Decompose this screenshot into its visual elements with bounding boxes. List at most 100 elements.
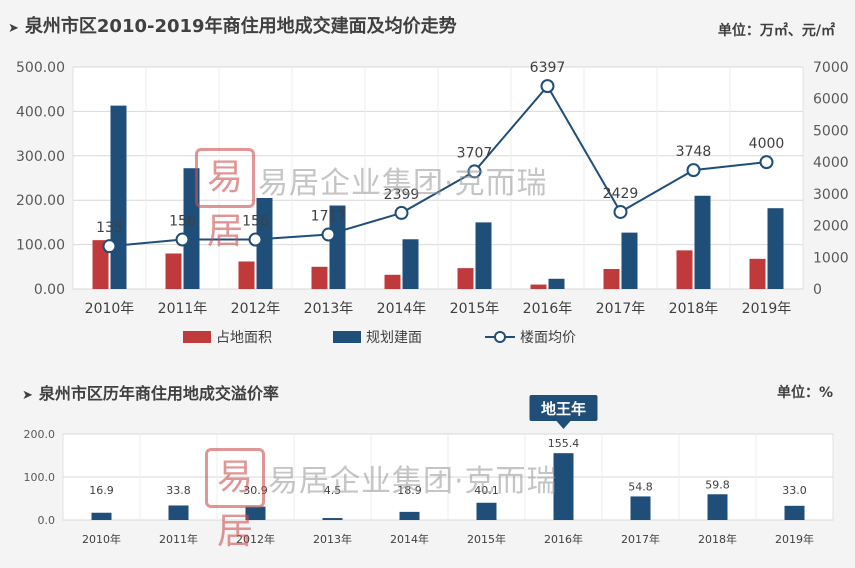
y-right-tick-label: 1000 — [813, 250, 849, 266]
callout-label: 地王年 — [541, 400, 586, 418]
bar-land-area — [238, 261, 255, 289]
callout-pointer — [556, 421, 571, 429]
legend-label-price: 楼面均价 — [520, 330, 576, 346]
x-tick-label: 2012年 — [231, 301, 281, 317]
x-tick-label: 2010年 — [85, 301, 135, 317]
y-left-tick-label: 500.00 — [16, 60, 65, 76]
bar-planned-floor-area — [694, 195, 711, 289]
price-point — [394, 205, 409, 220]
y-right-tick-label: 7000 — [813, 60, 849, 76]
price-data-label: 135 — [96, 220, 123, 236]
watermark-seal-2: 易居 — [205, 448, 265, 552]
x-tick-label-2: 2017年 — [621, 532, 660, 546]
bar-premium-rate — [553, 453, 574, 520]
y-tick-label-2: 100.0 — [24, 471, 56, 484]
watermark-seal: 易居 — [195, 148, 255, 252]
y-right-tick-label: 5000 — [813, 123, 849, 139]
x-tick-label: 2013年 — [304, 301, 354, 317]
bar-premium-rate — [784, 505, 805, 520]
watermark-text: 易居企业集团·克而瑞 — [258, 166, 548, 201]
x-tick-label-2: 2014年 — [390, 532, 429, 546]
legend-label-floor: 规划建面 — [366, 330, 422, 346]
y-tick-label-2: 0.0 — [38, 514, 56, 527]
bar-land-area — [311, 266, 328, 289]
bar-land-area — [676, 250, 693, 289]
premium-data-label: 54.8 — [628, 480, 653, 493]
x-tick-label-2: 2016年 — [544, 532, 583, 546]
bar-land-area — [530, 284, 547, 289]
bar-planned-floor-area — [402, 239, 419, 289]
premium-data-label: 59.8 — [705, 478, 730, 491]
premium-data-label: 155.4 — [548, 437, 580, 450]
chart2-unit: 单位：% — [776, 385, 833, 401]
y-left-tick-label: 0.00 — [34, 282, 65, 298]
x-tick-label: 2019年 — [742, 301, 792, 317]
price-point — [686, 163, 701, 178]
legend-swatch-floor — [333, 331, 361, 343]
price-data-label: 4000 — [749, 136, 785, 152]
bar-premium-rate — [322, 518, 343, 520]
y-right-tick-label: 4000 — [813, 155, 849, 171]
bar-premium-rate — [399, 511, 420, 520]
premium-data-label: 33.0 — [782, 484, 807, 497]
price-point — [175, 232, 190, 247]
x-tick-label-2: 2011年 — [159, 532, 198, 546]
price-data-label: 1717 — [311, 209, 347, 225]
y-right-tick-label: 3000 — [813, 187, 849, 203]
price-line — [109, 84, 767, 248]
legend-swatch-land — [183, 331, 211, 343]
bar-land-area — [603, 269, 620, 289]
bar-planned-floor-area — [548, 278, 565, 289]
x-tick-label: 2018年 — [669, 301, 719, 317]
arrow-icon: ➤ — [22, 388, 33, 403]
price-data-label: 156 — [169, 214, 196, 230]
y-tick-label-2: 200.0 — [24, 428, 56, 441]
y-left-tick-label: 300.00 — [16, 149, 65, 165]
y-left-tick-label: 100.00 — [16, 238, 65, 254]
price-data-label: 6397 — [530, 60, 566, 76]
y-right-tick-label: 0 — [813, 282, 822, 298]
premium-data-label: 40.1 — [474, 484, 499, 497]
x-tick-label: 2016年 — [523, 301, 573, 317]
bar-land-area — [749, 258, 766, 289]
bar-land-area — [165, 253, 182, 289]
y-right-tick-label: 6000 — [813, 92, 849, 108]
bar-planned-floor-area — [621, 232, 638, 289]
x-tick-label: 2017年 — [596, 301, 646, 317]
bar-land-area — [92, 240, 109, 289]
price-data-label: 3707 — [457, 145, 493, 161]
bar-planned-floor-area — [475, 222, 492, 289]
premium-data-label: 4.5 — [324, 484, 342, 497]
chart1-title-text: 泉州市区2010-2019年商住用地成交建面及均价走势 — [24, 16, 457, 37]
legend-label-land: 占地面积 — [216, 330, 272, 346]
x-tick-label-2: 2012年 — [236, 532, 275, 546]
x-tick-label-2: 2010年 — [82, 532, 121, 546]
bar-premium-rate — [245, 506, 266, 520]
chart1-unit: 单位：万㎡、元/㎡ — [717, 23, 835, 39]
bar-land-area — [457, 268, 474, 289]
bar-premium-rate — [707, 494, 728, 520]
price-data-label: 2429 — [603, 186, 639, 202]
bar-planned-floor-area — [329, 205, 346, 289]
price-point — [613, 204, 628, 219]
bar-premium-rate — [476, 502, 497, 520]
price-point — [467, 164, 482, 179]
price-point — [759, 155, 774, 170]
y-left-tick-label: 200.00 — [16, 193, 65, 209]
callout-box — [529, 395, 598, 421]
bar-premium-rate — [91, 512, 112, 520]
x-tick-label-2: 2019年 — [775, 532, 814, 546]
price-data-label: 156 — [242, 214, 269, 230]
bar-land-area — [384, 274, 401, 289]
bar-planned-floor-area — [256, 197, 273, 289]
price-point — [540, 79, 555, 94]
premium-data-label: 30.9 — [243, 484, 268, 497]
x-tick-label-2: 2013年 — [313, 532, 352, 546]
price-point — [102, 239, 117, 254]
y-right-tick-label: 2000 — [813, 219, 849, 235]
y-left-tick-label: 400.00 — [16, 104, 65, 120]
premium-data-label: 16.9 — [89, 484, 114, 497]
x-tick-label-2: 2018年 — [698, 532, 737, 546]
price-point — [248, 232, 263, 247]
x-tick-label-2: 2015年 — [467, 532, 506, 546]
